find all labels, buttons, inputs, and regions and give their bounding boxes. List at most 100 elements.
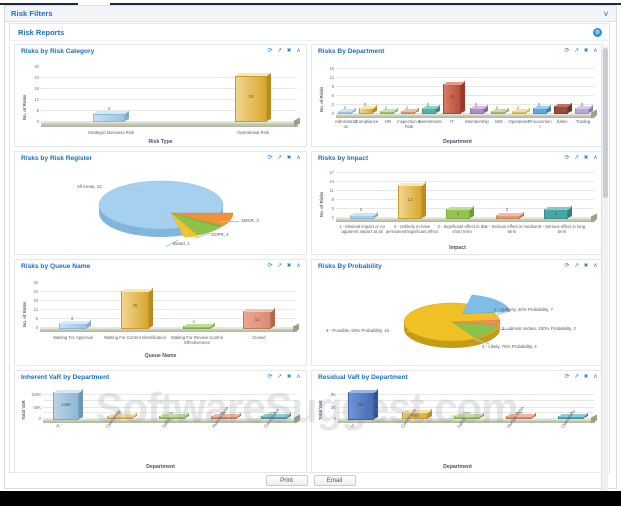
bar-waiting-for-review-control-effectiveness[interactable] [183,323,215,329]
bar-trading[interactable] [575,105,593,114]
bar-residual-human-resources[interactable] [506,413,536,419]
chart-card-header: Risks By Probability ⟳ ↗ ✖ ∧ [312,260,603,273]
refresh-icon[interactable]: ⟳ [564,263,570,269]
x-category-label: 2 - Unlikely to have permanent/significa… [385,224,439,234]
bar-waiting-for-approval[interactable] [59,320,91,329]
refresh-icon[interactable]: ⟳ [267,263,273,269]
refresh-icon[interactable]: ⟳ [564,155,570,161]
gear-icon[interactable]: ⚙ [593,28,602,37]
x-category-label: Sales [556,119,568,124]
refresh-icon[interactable]: ⟳ [564,374,570,380]
y-tick: 0 [38,416,41,421]
bar-residual-it[interactable] [348,389,378,420]
bar-waiting-for-control-identification[interactable] [121,288,153,329]
scrollbar-thumb[interactable] [603,48,608,198]
bar-impact-serious-medium[interactable] [496,212,524,219]
bar-value: 25 [248,94,254,99]
collapse-icon[interactable]: ∧ [296,374,301,380]
bar-impact-serious-long[interactable] [544,206,572,219]
bar-inspection-risk[interactable] [401,108,419,114]
bar-residual-operations[interactable] [558,413,588,419]
bar-strategic-business-risk[interactable] [93,111,129,122]
collapse-icon[interactable]: ∧ [296,263,301,269]
close-icon[interactable]: ✖ [583,263,589,269]
risk-reports-header: Risk Reports ⚙ [10,24,609,41]
email-button[interactable]: Email [313,474,356,486]
bar-residual-compliance[interactable] [402,409,432,419]
close-icon[interactable]: ✖ [583,374,589,380]
bar-inherent-operations[interactable] [107,413,137,419]
bar-operations[interactable] [512,108,530,114]
bar-mis[interactable] [491,108,509,114]
bar-operational-risk[interactable] [235,73,271,122]
x-category-label: Waiting For Review Control Effectiveness [170,335,224,345]
x-category-label: Administration [334,119,358,129]
collapse-icon[interactable]: ∧ [593,374,598,380]
x-category-label: Compliance [355,119,379,124]
pie-leader-line [498,329,512,330]
gridline [40,300,296,301]
maximize-icon[interactable]: ↗ [276,263,283,269]
bar-sales[interactable] [554,103,572,114]
bar-residual-sales[interactable] [454,413,484,419]
bar-closed[interactable] [243,308,275,329]
chart-plot-area: No. of Risks 2 5 8 11 14 17 [312,165,603,254]
maximize-icon[interactable]: ↗ [573,374,580,380]
refresh-icon[interactable]: ⟳ [267,48,273,54]
y-tick: 0 [36,119,39,124]
vertical-scrollbar[interactable] [601,46,608,494]
close-icon[interactable]: ✖ [286,263,292,269]
maximize-icon[interactable]: ↗ [276,48,283,54]
bar-inherent-human-resources[interactable] [211,413,241,419]
risk-filters-bar[interactable]: Risk Filters ˅ [5,6,616,22]
bar-impact-unlikely[interactable] [398,182,426,219]
bar-impact-minimal[interactable] [350,212,378,219]
refresh-icon[interactable]: ⟳ [267,155,273,161]
collapse-icon[interactable]: ∧ [593,155,598,161]
maximize-icon[interactable]: ↗ [573,155,580,161]
pie-label-possible: 3 - Possible, 50% Probability, 16 [326,328,389,333]
bar-procurement[interactable] [533,105,551,114]
risk-reports-panel: Risk Reports ⚙ Risks by Risk Category ⟳ … [9,23,610,494]
maximize-icon[interactable]: ↗ [573,263,580,269]
close-icon[interactable]: ✖ [583,48,589,54]
pie-chart-probability[interactable] [312,273,605,365]
gridline [43,412,297,413]
y-tick: 14 [329,179,334,184]
gridline [336,172,594,173]
x-category-label: Operational Risk [237,130,269,135]
chart-card-residual-var-by-department: Residual VaR by Department ⟳ ↗ ✖ ∧ Total… [311,370,604,473]
collapse-icon[interactable]: ∧ [593,48,598,54]
bar-administration[interactable] [338,108,356,114]
bar-compliance[interactable] [359,105,377,114]
maximize-icon[interactable]: ↗ [573,48,580,54]
close-icon[interactable]: ✖ [286,374,292,380]
close-icon[interactable]: ✖ [286,155,292,161]
collapse-icon[interactable]: ∧ [296,155,301,161]
bar-value: 1 [384,105,388,110]
close-icon[interactable]: ✖ [583,155,589,161]
bar-membership[interactable] [470,105,488,114]
close-icon[interactable]: ✖ [286,48,292,54]
maximize-icon[interactable]: ↗ [276,374,283,380]
refresh-icon[interactable]: ⟳ [564,48,570,54]
collapse-icon[interactable]: ∧ [296,48,301,54]
bar-inherent-sales[interactable] [159,413,189,419]
bar-hr[interactable] [380,108,398,114]
chart-title: Risks by Queue Name [21,263,91,270]
print-button[interactable]: Print [265,474,308,486]
collapse-icon[interactable]: ∧ [593,263,598,269]
pie-leader-line [219,221,239,222]
bar-investments[interactable] [422,105,440,114]
bar-value: 2 [363,102,367,107]
refresh-icon[interactable]: ⟳ [267,374,273,380]
bar-impact-significant[interactable] [446,206,474,219]
bar-it[interactable] [443,81,465,114]
pie-chart-risk-register[interactable] [15,165,308,255]
maximize-icon[interactable]: ↗ [276,155,283,161]
chart-card-tools: ⟳ ↗ ✖ ∧ [267,155,303,162]
chevron-down-icon[interactable]: ˅ [603,9,609,19]
bar-inherent-compliance[interactable] [261,413,291,419]
gridline [41,110,297,111]
bar-inherent-it[interactable] [53,389,83,420]
